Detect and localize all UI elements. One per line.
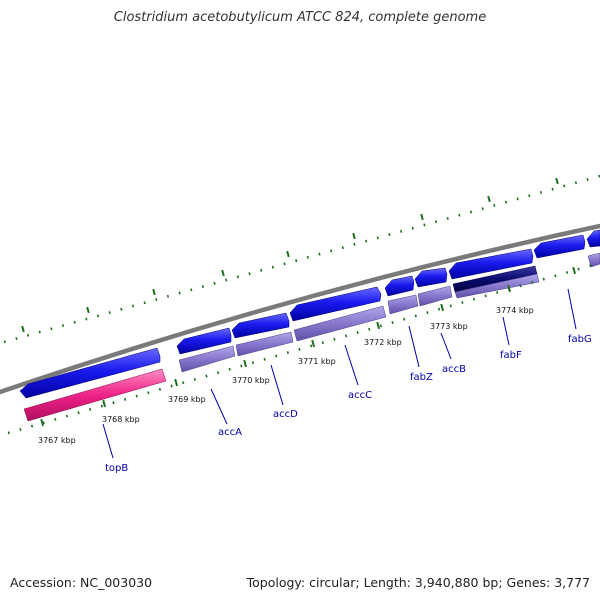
gene-bar-accA[interactable] <box>178 345 236 373</box>
gene-label-topB[interactable]: topB <box>105 463 128 474</box>
gene-bar-accD[interactable] <box>235 331 294 357</box>
cds-arrow[interactable] <box>414 267 448 288</box>
kbp-label: 3768 kbp <box>102 415 140 424</box>
gene-track <box>23 252 600 422</box>
gene-label-accD[interactable]: accD <box>273 409 298 420</box>
gene-leader-lines <box>102 288 577 459</box>
kbp-label: 3770 kbp <box>232 376 270 385</box>
accession-text: Accession: NC_003030 <box>10 575 153 590</box>
gene-bar-fabG[interactable] <box>587 252 600 268</box>
gene-label-accC[interactable]: accC <box>348 390 372 401</box>
gene-bar-accC[interactable] <box>293 305 387 342</box>
gene-bar-fabF[interactable] <box>454 273 540 299</box>
map-title: Clostridium acetobutylicum ATCC 824, com… <box>113 10 487 25</box>
kbp-label: 3774 kbp <box>496 306 534 315</box>
gene-labels: topB accA accD accC fabZ accB fabF fabG <box>105 334 592 474</box>
cds-arrow[interactable] <box>533 234 586 259</box>
kbp-label: 3771 kbp <box>298 357 336 366</box>
cds-arrow[interactable] <box>384 275 415 297</box>
gene-label-fabZ[interactable]: fabZ <box>410 372 433 383</box>
cds-arrow[interactable] <box>448 248 534 280</box>
gene-label-fabF[interactable]: fabF <box>500 350 522 361</box>
kbp-label: 3767 kbp <box>38 436 76 445</box>
gene-label-accA[interactable]: accA <box>218 427 242 438</box>
cds-arrow[interactable] <box>19 347 161 399</box>
gene-bar-accB[interactable] <box>417 285 453 307</box>
cds-arrow[interactable] <box>586 229 600 248</box>
cds-arrow[interactable] <box>176 327 232 355</box>
cds-track <box>19 229 600 399</box>
gene-label-fabG[interactable]: fabG <box>568 334 592 345</box>
inner-tick-ruler <box>7 261 600 435</box>
genome-summary-text: Topology: circular; Length: 3,940,880 bp… <box>246 575 590 590</box>
cds-arrow[interactable] <box>231 312 290 339</box>
genome-backbone <box>0 223 600 395</box>
kbp-label: 3769 kbp <box>168 395 206 404</box>
kbp-scale-labels: 3767 kbp 3768 kbp 3769 kbp 3770 kbp 3771… <box>38 306 534 445</box>
kbp-label: 3773 kbp <box>430 322 468 331</box>
kbp-label: 3772 kbp <box>364 338 402 347</box>
gene-bar-fabZ[interactable] <box>387 294 419 315</box>
outer-tick-ruler <box>3 174 600 344</box>
cds-arrow[interactable] <box>289 286 382 322</box>
gene-bar-topB[interactable] <box>23 368 167 422</box>
gene-label-accB[interactable]: accB <box>442 364 466 375</box>
